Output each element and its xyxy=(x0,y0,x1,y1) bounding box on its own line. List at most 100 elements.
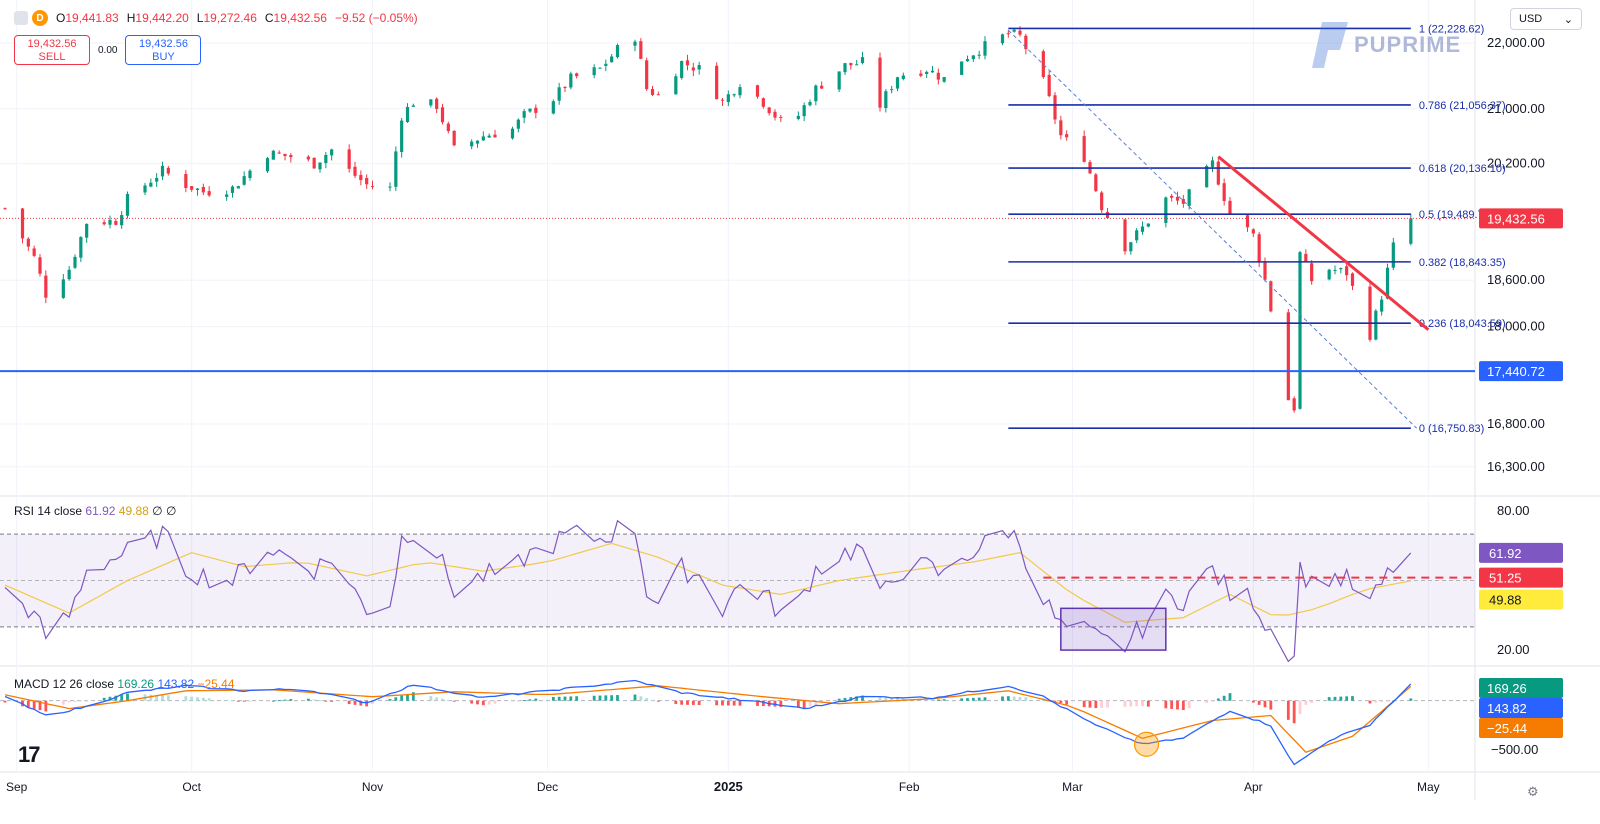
candle-body xyxy=(207,191,211,196)
candle-body xyxy=(79,237,83,258)
candle-body xyxy=(1140,226,1145,232)
buy-button[interactable]: 19,432.56 BUY xyxy=(125,35,202,65)
candle-body xyxy=(1228,200,1232,214)
macd-hist-bar xyxy=(814,700,818,705)
candle-body xyxy=(615,45,620,58)
macd-hist-bar xyxy=(38,700,42,711)
interval-badge[interactable]: D xyxy=(32,10,48,26)
candle-body xyxy=(598,67,602,69)
candle-body xyxy=(930,70,935,73)
last-price-badge: 19,432.56 xyxy=(1487,211,1545,226)
macd-hist-bar xyxy=(1292,700,1296,724)
candle-body xyxy=(400,120,404,152)
candle-body xyxy=(242,176,246,185)
candle-body xyxy=(796,115,800,119)
candle-body xyxy=(120,214,124,226)
candle-body xyxy=(1350,273,1355,286)
collapse-icon[interactable] xyxy=(14,11,28,25)
candle-body xyxy=(843,63,847,73)
macd-title: MACD 12 26 close xyxy=(14,677,115,691)
macd-hist-bar xyxy=(721,700,724,706)
broker-logo: PUPRIME xyxy=(1310,20,1461,70)
candle-body xyxy=(773,111,777,118)
candle-body xyxy=(1251,229,1255,234)
fib-level-label: 1 (22,228.62) xyxy=(1419,23,1484,35)
candle-body xyxy=(878,57,882,108)
candle-body xyxy=(1286,312,1290,401)
currency-select[interactable]: USD ⌄ xyxy=(1510,8,1582,30)
symbol-controls[interactable]: D xyxy=(14,10,48,26)
candle-body xyxy=(143,185,147,193)
macd-hist-bar xyxy=(67,700,71,703)
candle-body xyxy=(470,141,474,147)
sell-button[interactable]: 19,432.56 SELL xyxy=(14,35,90,65)
candle-body xyxy=(1012,29,1016,32)
macd-hist-bar xyxy=(452,700,456,702)
macd-hist-bar xyxy=(645,698,649,701)
chevron-down-icon: ⌄ xyxy=(1563,14,1573,26)
x-tick-label: Sep xyxy=(6,780,28,794)
macd-hist-bar xyxy=(1094,700,1098,709)
macd-hist-bar xyxy=(1106,700,1109,708)
candle-body xyxy=(330,149,334,156)
candle-body xyxy=(289,155,293,158)
candle-body xyxy=(166,167,170,174)
macd-hist-bar xyxy=(1339,696,1343,701)
ohlc-low-value: 19,272.46 xyxy=(203,11,257,25)
gear-icon[interactable]: ⚙ xyxy=(1527,784,1539,799)
currency-label: USD xyxy=(1519,13,1543,25)
ohlc-close-value: 19,432.56 xyxy=(273,11,327,25)
macd-hist-bar xyxy=(1082,700,1086,708)
macd-hist-bar xyxy=(114,695,118,701)
candle-body xyxy=(1216,161,1220,185)
macd-value-badge: 169.26 xyxy=(1487,681,1527,696)
macd-hist-bar xyxy=(610,695,614,701)
macd-hist-bar xyxy=(190,696,194,701)
candle-body xyxy=(475,140,480,144)
macd-hist-bar xyxy=(732,700,736,706)
candle-body xyxy=(697,65,701,70)
ohlc-low: L19,272.46 xyxy=(197,11,257,25)
macd-hist-bar xyxy=(808,700,812,707)
macd-badge-bg xyxy=(1479,698,1563,718)
candle-body xyxy=(1135,230,1139,241)
macd-hist-bar xyxy=(761,700,765,707)
candle-body xyxy=(265,158,270,172)
candle-body xyxy=(820,85,824,89)
candle-body xyxy=(236,186,240,189)
candle-body xyxy=(936,72,940,80)
support-price-badge: 17,440.72 xyxy=(1487,364,1545,379)
macd-hist-bar xyxy=(901,698,905,701)
ohlc-open-key: O xyxy=(56,11,66,25)
candle-body xyxy=(860,57,865,64)
macd-hist-bar xyxy=(161,695,164,701)
candle-body xyxy=(1059,120,1063,136)
candle-body xyxy=(814,85,818,102)
macd-hist-bar xyxy=(1164,700,1168,709)
candle-body xyxy=(1205,165,1209,188)
macd-hist-bar xyxy=(120,694,124,701)
candle-body xyxy=(184,174,188,189)
macd-hist-bar xyxy=(1228,693,1232,701)
last-price-badge-bg xyxy=(1479,208,1563,229)
macd-signal-value: −25.44 xyxy=(197,677,235,691)
candle-body xyxy=(324,155,328,164)
ohlc-low-key: L xyxy=(196,11,204,25)
candle-body xyxy=(347,149,351,169)
candle-body xyxy=(1304,253,1308,262)
macd-hist-bar xyxy=(1053,700,1057,702)
x-tick-label: Oct xyxy=(182,780,201,794)
macd-hist-bar xyxy=(306,698,310,701)
macd-hist-bar xyxy=(242,700,246,702)
candle-body xyxy=(1210,160,1215,167)
candle-body xyxy=(1339,268,1343,270)
macd-hist-bar xyxy=(493,700,497,704)
candle-body xyxy=(726,94,730,103)
candle-body xyxy=(1391,242,1395,268)
candle-body xyxy=(1345,266,1349,276)
fib-level-label: 0.382 (18,843.35) xyxy=(1419,257,1506,269)
macd-hist-bar xyxy=(651,699,654,701)
macd-hist-bar xyxy=(353,700,357,705)
macd-hist-bar xyxy=(680,700,684,705)
